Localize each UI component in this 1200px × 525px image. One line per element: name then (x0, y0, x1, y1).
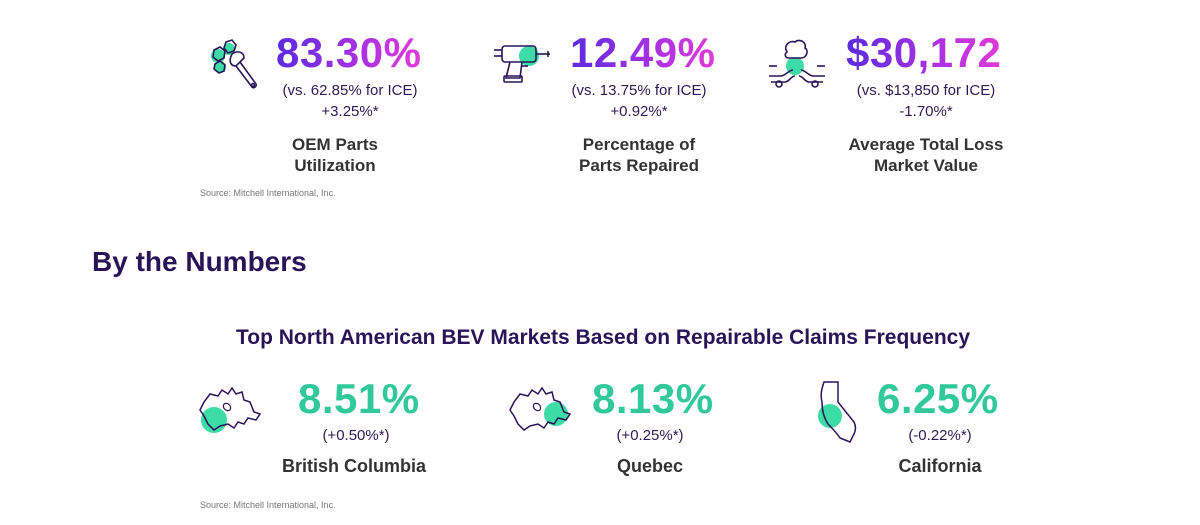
stat-label-line1: OEM Parts (292, 135, 378, 154)
source-note: Source: Mitchell International, Inc. (200, 500, 336, 510)
market-change: (+0.25%*) (616, 427, 684, 444)
canada-map-icon (198, 384, 264, 436)
stat-value: 83.30% (276, 29, 422, 76)
market-value: 8.13% (592, 375, 714, 422)
stat-value: 12.49% (570, 29, 716, 76)
stat-change: -1.70%* (899, 103, 953, 120)
stat-label-line2: Utilization (294, 156, 376, 175)
stat-comparison: (vs. $13,850 for ICE) (856, 82, 996, 99)
markets-title: Top North American BEV Markets Based on … (235, 326, 971, 349)
california-map-icon (816, 380, 862, 444)
stat-label-line2: Market Value (874, 156, 978, 175)
market-value: 8.51% (298, 375, 420, 422)
market-value: 6.25% (877, 375, 999, 422)
stat-comparison: (vs. 62.85% for ICE) (282, 82, 418, 99)
drill-icon (492, 40, 554, 84)
market-change: (+0.50%*) (322, 427, 390, 444)
stat-comparison: (vs. 13.75% for ICE) (571, 82, 707, 99)
stat-label-line1: Average Total Loss (848, 135, 1004, 154)
canada-map-icon (508, 384, 574, 436)
market-change: (-0.22%*) (908, 427, 972, 444)
source-note: Source: Mitchell International, Inc. (200, 188, 336, 198)
stat-label: Average Total Loss Market Value (836, 134, 1016, 176)
stat-value: $30,172 (846, 29, 1002, 76)
stat-label-line1: Percentage of (582, 135, 696, 154)
car-crash-icon (767, 36, 827, 90)
stat-label: Percentage of Parts Repaired (562, 134, 716, 176)
stat-label: OEM Parts Utilization (260, 134, 410, 176)
market-label: British Columbia (281, 456, 426, 476)
market-label: Quebec (616, 456, 684, 476)
stat-change: +0.92%* (610, 103, 668, 120)
stat-change: +3.25%* (321, 103, 379, 120)
market-label: California (898, 456, 982, 476)
wrench-bolts-icon (206, 36, 262, 92)
section-title: By the Numbers (92, 246, 307, 277)
stat-label-line2: Parts Repaired (579, 156, 699, 175)
